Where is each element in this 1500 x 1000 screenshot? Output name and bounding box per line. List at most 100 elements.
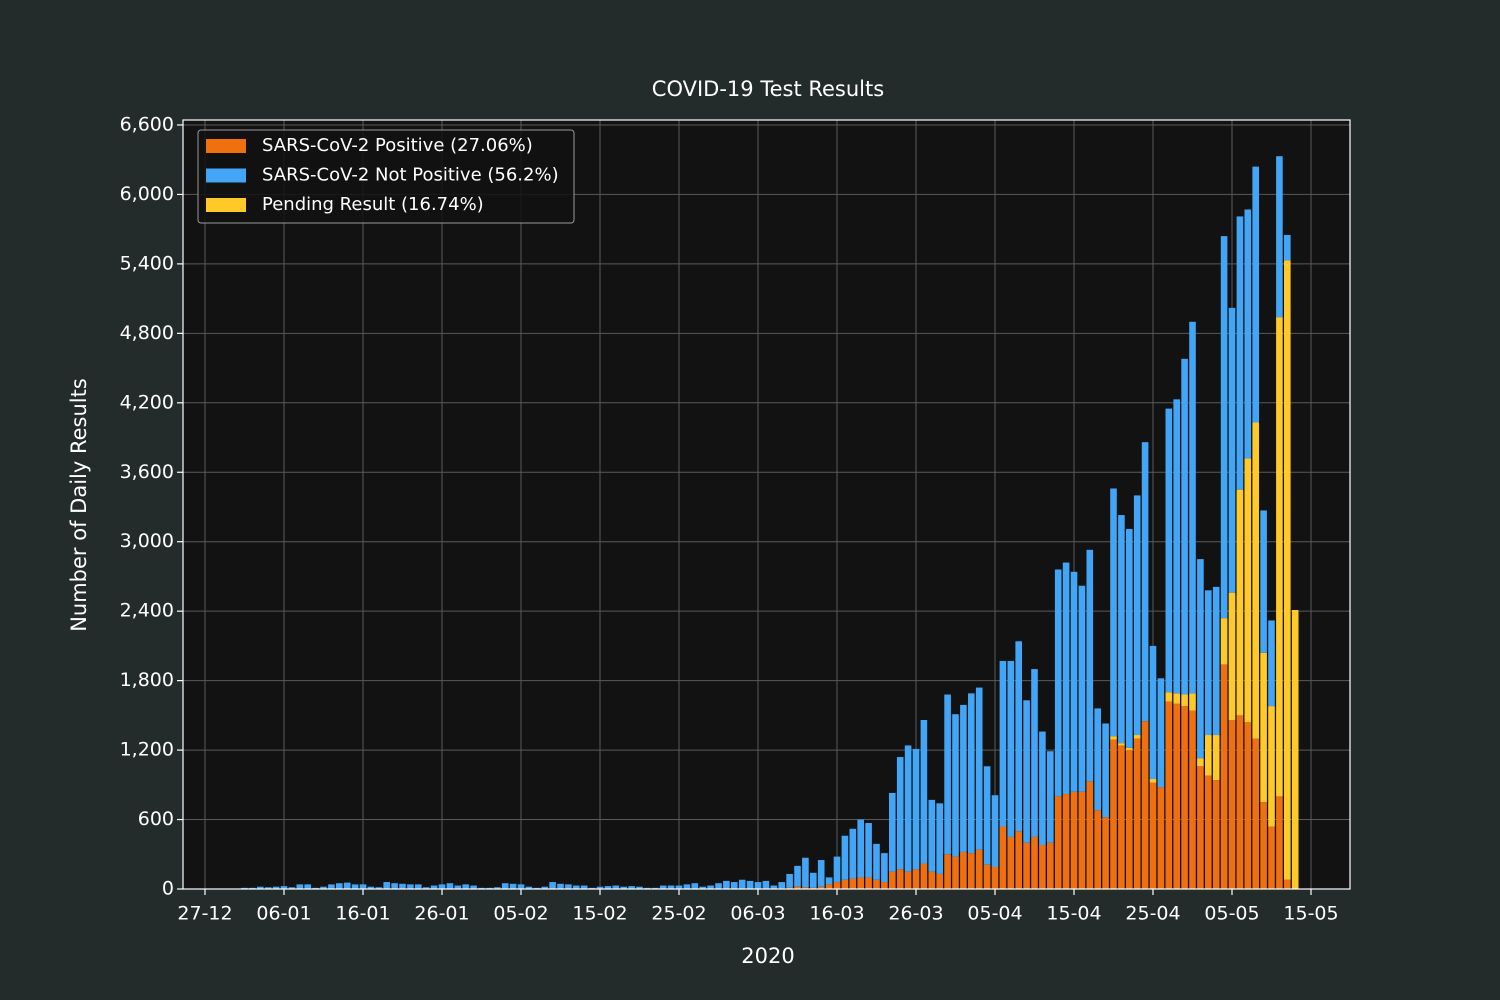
bar-segment xyxy=(1157,787,1165,889)
y-tick-label: 5,400 xyxy=(120,252,174,274)
bar-segment xyxy=(770,885,778,889)
bar-segment xyxy=(817,860,825,887)
bar-segment xyxy=(1212,586,1220,736)
bar-segment xyxy=(1007,836,1015,889)
bar-segment xyxy=(1268,826,1275,889)
bar-segment xyxy=(1126,528,1133,748)
bar-segment xyxy=(359,884,367,889)
x-tick-label: 26-03 xyxy=(888,903,943,925)
bar-segment xyxy=(731,882,738,889)
bar-segment xyxy=(683,884,691,889)
y-axis-label: Number of Daily Results xyxy=(67,378,91,632)
bar-segment xyxy=(1118,515,1125,744)
bar-segment xyxy=(1252,422,1259,739)
bar-segment xyxy=(1149,782,1157,889)
bar-segment xyxy=(999,660,1007,827)
bar-segment xyxy=(1126,750,1133,889)
bar-segment xyxy=(454,885,462,889)
bar-segment xyxy=(1149,779,1157,783)
bar-segment xyxy=(1197,559,1204,759)
bar-segment xyxy=(699,886,706,889)
bar-segment xyxy=(1031,836,1038,889)
x-tick-label: 05-02 xyxy=(493,903,548,925)
bar-segment xyxy=(999,826,1007,889)
bar-segment xyxy=(1189,710,1196,889)
bar-segment xyxy=(1268,620,1275,707)
bar-segment xyxy=(272,886,280,889)
bar-segment xyxy=(928,871,936,889)
bar-segment xyxy=(825,877,833,885)
bar-segment xyxy=(928,799,936,872)
bar-segment xyxy=(794,865,801,887)
bar-segment xyxy=(517,884,525,889)
bar-segment xyxy=(659,885,667,889)
bar-segment xyxy=(1133,495,1141,736)
bar-segment xyxy=(612,885,620,889)
bar-segment xyxy=(794,886,801,889)
bar-segment xyxy=(1260,652,1267,803)
bar-segment xyxy=(1205,590,1212,736)
legend-swatch xyxy=(206,198,246,212)
bar-segment xyxy=(889,792,896,872)
bar-segment xyxy=(494,887,501,889)
bar-segment xyxy=(1118,743,1125,746)
bar-segment xyxy=(1220,618,1228,665)
bar-segment xyxy=(1047,751,1054,843)
bar-segment xyxy=(960,704,967,852)
bar-segment xyxy=(1291,610,1299,889)
bar-segment xyxy=(501,883,509,889)
bar-segment xyxy=(415,884,422,889)
x-tick-label: 26-01 xyxy=(414,903,469,925)
bar-segment xyxy=(1244,722,1252,889)
bar-segment xyxy=(1118,745,1125,889)
bar-segment xyxy=(351,884,359,889)
bar-segment xyxy=(1173,399,1180,694)
bar-segment xyxy=(849,878,857,889)
bar-segment xyxy=(841,879,849,889)
bar-segment xyxy=(912,869,920,889)
bar-segment xyxy=(1062,562,1070,795)
bar-segment xyxy=(288,887,296,889)
bar-segment xyxy=(802,887,809,889)
bar-segment xyxy=(320,886,327,889)
bar-segment xyxy=(691,883,699,889)
bar-segment xyxy=(975,849,983,889)
bar-segment xyxy=(541,886,548,889)
bar-segment xyxy=(1228,307,1236,593)
bar-segment xyxy=(1228,592,1236,720)
bar-segment xyxy=(991,795,999,868)
bar-segment xyxy=(1007,660,1015,837)
bar-segment xyxy=(960,851,967,889)
bar-segment xyxy=(762,880,770,889)
bar-segment xyxy=(857,819,864,878)
bar-segment xyxy=(1023,842,1030,889)
bar-segment xyxy=(1078,585,1086,792)
bar-segment xyxy=(557,883,564,889)
bar-segment xyxy=(912,748,920,870)
bar-segment xyxy=(841,835,849,880)
bar-segment xyxy=(825,884,833,889)
bar-segment xyxy=(983,766,991,865)
bar-segment xyxy=(573,885,580,889)
y-tick-label: 3,000 xyxy=(120,530,174,552)
bar-segment xyxy=(1212,780,1220,889)
bar-segment xyxy=(375,887,383,889)
bar-segment xyxy=(849,828,857,879)
bar-segment xyxy=(1284,234,1291,261)
bar-segment xyxy=(983,864,991,889)
y-tick-label: 1,800 xyxy=(120,669,174,691)
bar-segment xyxy=(865,877,872,889)
bar-segment xyxy=(1181,358,1188,695)
bar-segment xyxy=(754,882,762,889)
bar-segment xyxy=(1173,693,1180,704)
bar-segment xyxy=(628,886,635,889)
bar-segment xyxy=(1244,458,1252,723)
bar-segment xyxy=(723,880,730,889)
bar-segment xyxy=(896,757,904,870)
bar-segment xyxy=(343,882,351,889)
bar-segment xyxy=(920,863,928,889)
bar-segment xyxy=(1133,738,1141,889)
bar-segment xyxy=(1094,708,1101,811)
bar-segment xyxy=(596,886,604,889)
